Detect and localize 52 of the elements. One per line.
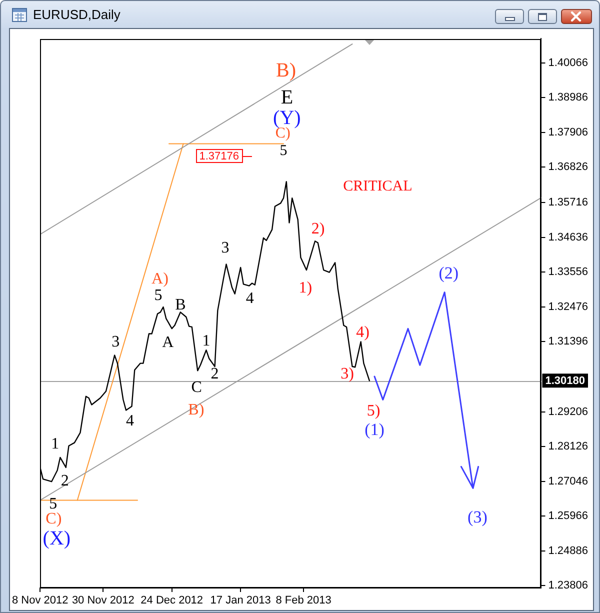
annotation: 2) (311, 220, 325, 238)
annotation: B) (276, 59, 296, 82)
y-tick-label: 1.25966 (548, 510, 588, 522)
annotation: (2) (438, 264, 459, 283)
annotation: C (191, 378, 202, 396)
annotation: (X) (42, 527, 71, 550)
y-tick-label: 1.29206 (548, 406, 588, 418)
annotation: 4 (246, 290, 254, 308)
annotation: 3 (112, 333, 120, 350)
x-tick-label: 8 Nov 2012 (12, 594, 68, 607)
annotation: 5) (366, 402, 380, 420)
annotation: CRITICAL (343, 178, 412, 195)
y-tick-label: 1.40066 (548, 56, 588, 69)
annotation: 2 (60, 472, 69, 490)
annotation: 5 (280, 143, 288, 160)
y-tick-label: 1.38986 (548, 92, 588, 104)
y-tick-label: 1.23806 (548, 580, 588, 592)
y-tick-label: 1.32476 (548, 300, 588, 313)
y-tick-label: 1.34636 (548, 231, 588, 244)
annotation: E (280, 86, 294, 109)
annotation: 5 (154, 287, 162, 304)
annotation: 1) (298, 279, 312, 296)
y-tick-label: 1.33556 (548, 266, 588, 278)
x-tick-label: 17 Jan 2013 (210, 594, 271, 607)
annotation: C) (46, 510, 62, 528)
annotation: A (162, 334, 174, 351)
annotation: B (175, 296, 186, 314)
y-tick-label: 1.28126 (548, 440, 588, 453)
y-tick-label: 1.36826 (548, 161, 588, 174)
ref-line-label: 1.30180 (545, 375, 586, 388)
annotation: 1.37176 (199, 150, 239, 162)
y-tick-label: 1.27046 (548, 475, 588, 488)
annotation: 5 (49, 495, 58, 512)
annotation: 1 (202, 332, 210, 350)
x-tick-label: 8 Feb 2013 (276, 594, 332, 607)
annotation: 4 (126, 412, 134, 430)
annotation: (3) (468, 507, 488, 526)
y-tick-label: 1.31396 (548, 336, 588, 348)
annotation: A) (152, 270, 168, 288)
annotation: 2 (210, 366, 219, 383)
annotation: 1 (51, 436, 60, 453)
x-tick-label: 30 Nov 2012 (72, 594, 134, 607)
y-tick-label: 1.35716 (548, 196, 588, 209)
annotation: 3) (340, 366, 354, 383)
x-tick-label: 24 Dec 2012 (140, 594, 204, 607)
annotation: 4) (356, 324, 370, 341)
y-tick-label: 1.24886 (548, 544, 588, 557)
annotation: (1) (364, 420, 384, 439)
y-tick-label: 1.37906 (548, 126, 588, 138)
annotation: B) (188, 401, 204, 418)
annotation: 3 (221, 239, 230, 256)
chart-title: EURUSD,Daily (33, 7, 120, 23)
